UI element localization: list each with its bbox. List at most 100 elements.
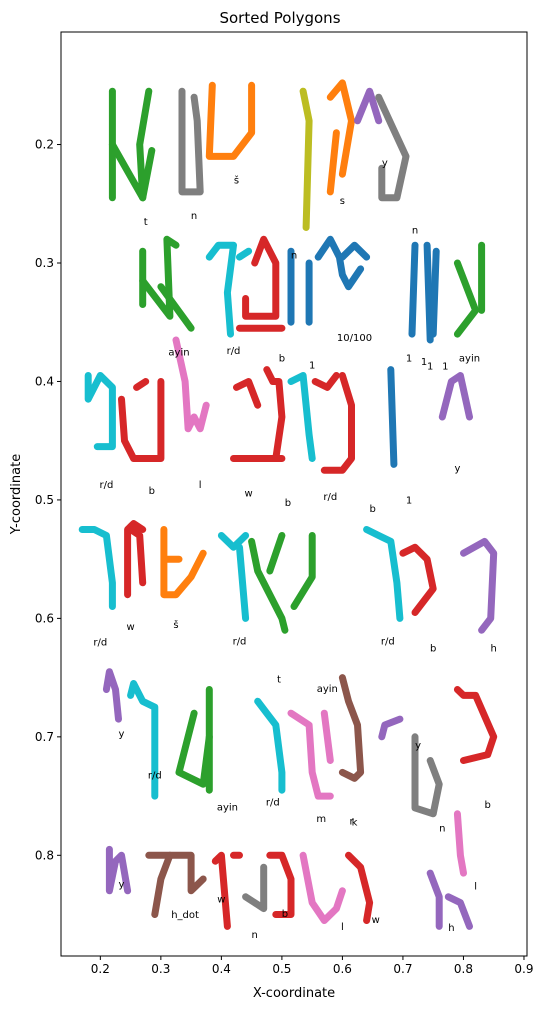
polygon-stroke [242, 235, 280, 320]
polygon-stroke [266, 532, 286, 575]
polygon-label: w [245, 488, 253, 499]
polygon-label: s [340, 196, 345, 207]
polygon-stroke [338, 241, 371, 261]
polygon-stroke [299, 851, 346, 924]
polygon-stroke [429, 247, 440, 338]
y-tick-label: 0.3 [35, 256, 54, 270]
polygon-label: 1 [427, 362, 433, 373]
polygon-stroke [263, 366, 286, 462]
polygon-label: b [285, 498, 291, 509]
polygon-label: r/d [233, 636, 247, 647]
polygon-label: b [149, 486, 155, 497]
polygon-label: k [352, 818, 358, 829]
polygon-stroke [423, 241, 434, 344]
polygon-label: l [341, 922, 344, 933]
polygon-stroke [102, 668, 122, 723]
y-tick-label: 0.8 [35, 848, 54, 862]
polygon-stroke [320, 709, 334, 764]
polygon-layer [78, 79, 498, 930]
polygon-stroke [338, 674, 365, 782]
x-tick-label: 0.6 [333, 962, 352, 976]
polygon-label: b [279, 353, 285, 364]
polygon-label: 1 [406, 353, 412, 364]
polygon-stroke [314, 235, 365, 291]
polygon-stroke [320, 372, 355, 474]
polygon-label: y [415, 741, 421, 752]
polygon-stroke [287, 372, 316, 462]
polygon-stroke [233, 378, 262, 409]
polygon-stroke [157, 283, 195, 332]
x-tick-label: 0.3 [151, 962, 170, 976]
polygon-label: h [491, 644, 497, 655]
x-axis-ticks: 0.2 0.3 0.4 0.5 0.6 0.7 0.8 0.9 [91, 956, 534, 976]
polygon-label: n [191, 211, 197, 222]
polygon-stroke [354, 87, 383, 125]
polygon-stroke [426, 869, 443, 930]
polygon-label: r/d [227, 346, 241, 357]
polygon-stroke [290, 532, 316, 610]
polygon-label: n [291, 250, 297, 261]
y-axis-ticks: 0.2 0.3 0.4 0.5 0.6 0.7 0.8 [35, 138, 61, 862]
polygon-stroke [178, 87, 204, 196]
polygon-stroke [444, 893, 473, 930]
polygon-stroke [172, 336, 210, 433]
polygon-stroke [408, 241, 419, 338]
polygon-label: r/d [99, 480, 113, 491]
polygon-stroke [287, 709, 334, 800]
polygon-label: n [439, 824, 445, 835]
polygon-stroke [211, 851, 231, 930]
polygon-label: š [234, 175, 239, 187]
polygon-label: 1 [421, 357, 427, 368]
polygon-stroke [127, 526, 147, 587]
polygon-label: r/d [266, 798, 280, 809]
polygon-stroke [345, 851, 374, 924]
x-tick-label: 0.7 [393, 962, 412, 976]
polygon-label: t [277, 674, 281, 685]
polygon-stroke [108, 87, 153, 202]
polygon-stroke [205, 81, 256, 160]
polygon-stroke [175, 709, 213, 788]
polygon-stroke [363, 526, 404, 622]
x-tick-label: 0.4 [212, 962, 231, 976]
polygon-label: 1 [406, 496, 412, 507]
polygon-label: h_dot [171, 910, 199, 921]
y-tick-label: 0.2 [35, 138, 54, 152]
polygon-label: ayin [217, 802, 238, 813]
polygon-label: ayin [459, 353, 480, 364]
polygon-stroke [326, 129, 340, 196]
polygon-stroke [266, 851, 295, 918]
chart-title: Sorted Polygons [219, 9, 340, 27]
polygon-stroke [133, 378, 150, 391]
x-tick-label: 0.2 [91, 962, 110, 976]
x-tick-label: 0.9 [514, 962, 533, 976]
polygon-label: b [430, 644, 436, 655]
polygon-stroke [299, 87, 313, 231]
polygon-stroke [105, 845, 132, 895]
polygon-stroke [139, 235, 180, 320]
y-tick-label: 0.7 [35, 730, 54, 744]
polygon-stroke [453, 259, 480, 338]
polygon-label: r/d [93, 638, 107, 649]
polygon-label: l [199, 480, 202, 491]
polygon-label: w [127, 622, 135, 633]
polygon-label: 10/100 [337, 333, 372, 344]
polygon-label: r/d [323, 492, 337, 503]
polygon-label: n [252, 930, 258, 941]
polygon-stroke [242, 863, 268, 913]
polygon-stroke [460, 537, 498, 634]
polygon-label: m [316, 814, 326, 825]
polygon-label: t [144, 217, 148, 228]
polygon-stroke [127, 680, 159, 800]
polygon-label: y [119, 879, 125, 890]
polygon-label: 1 [309, 360, 315, 371]
polygon-label: b [370, 504, 376, 515]
polygon-stroke [453, 810, 467, 877]
polygon-stroke [160, 526, 207, 599]
polygon-stroke [399, 543, 437, 616]
y-axis-label: Y-coordinate [9, 454, 24, 535]
polygon-stroke [387, 366, 398, 468]
polygon-label: r/d [381, 636, 395, 647]
polygon-stroke [248, 537, 289, 634]
polygon-stroke [84, 372, 116, 451]
